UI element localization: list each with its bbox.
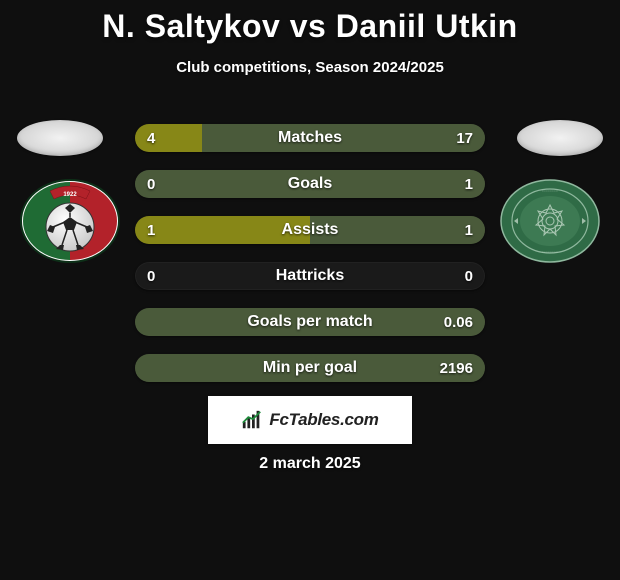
stat-fill-right [135, 354, 485, 382]
lokomotiv-badge-icon: 1922 [20, 179, 120, 263]
stat-fill-left [135, 124, 202, 152]
stat-value-right: 0 [465, 262, 473, 290]
stat-row: 0 0Hattricks [135, 262, 485, 290]
svg-text:• • • • • • • •: • • • • • • • • [542, 189, 557, 193]
club-badge-left: 1922 [20, 179, 120, 263]
stat-row: 417Matches [135, 124, 485, 152]
stat-row: 2196Min per goal [135, 354, 485, 382]
footer-attribution: FcTables.com [208, 396, 412, 444]
svg-text:1922: 1922 [63, 192, 77, 198]
footer-text: FcTables.com [269, 410, 378, 430]
comparison-infographic: N. Saltykov vs Daniil Utkin Club competi… [0, 0, 620, 580]
player-photo-left [17, 120, 103, 156]
stat-fill-right [310, 216, 485, 244]
stat-row: 0.06Goals per match [135, 308, 485, 336]
stat-row: 01Goals [135, 170, 485, 198]
subtitle: Club competitions, Season 2024/2025 [0, 59, 620, 76]
page-title: N. Saltykov vs Daniil Utkin [0, 0, 620, 45]
player-photo-right [517, 120, 603, 156]
stat-value-left: 0 [147, 262, 155, 290]
stat-bars: 417Matches 01Goals 11Assists 0 0Hattricks 0.0… [135, 124, 485, 400]
stat-fill-right [135, 170, 485, 198]
akhmat-badge-icon: • • • • • • • • • • • • • • • • [500, 179, 600, 263]
svg-text:• • • • • • • •: • • • • • • • • [542, 250, 557, 254]
stat-fill-left [135, 216, 310, 244]
stat-fill-right [202, 124, 486, 152]
infographic-date: 2 march 2025 [0, 455, 620, 473]
club-badge-right: • • • • • • • • • • • • • • • • [500, 179, 600, 263]
stat-label: Hattricks [135, 262, 485, 290]
stat-row: 11Assists [135, 216, 485, 244]
chart-icon [241, 409, 263, 431]
stat-fill-right [135, 308, 485, 336]
